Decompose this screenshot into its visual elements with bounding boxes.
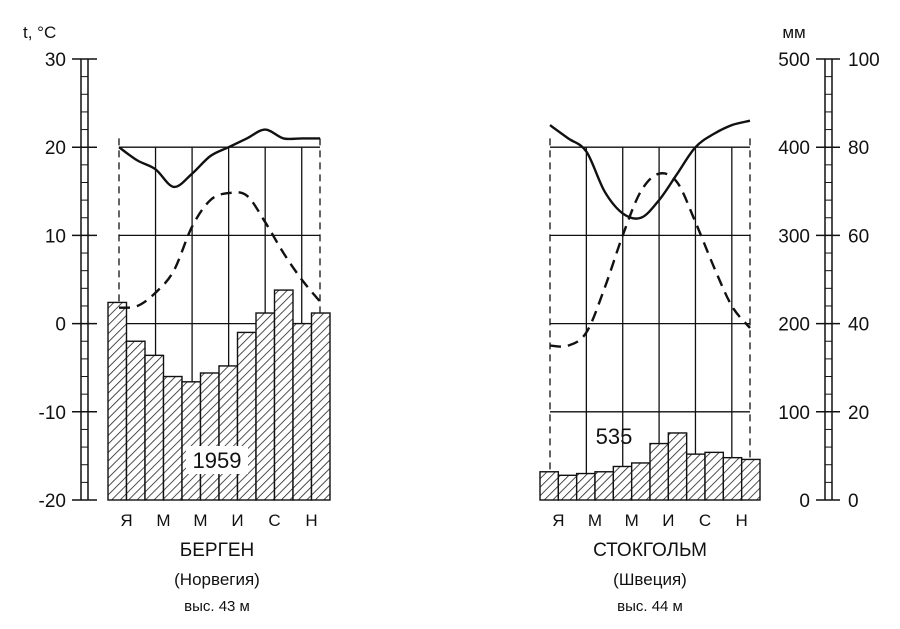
right-axis-mm-label: 100: [778, 403, 810, 424]
station-1-precip-bar: [539, 471, 560, 501]
station-1-country: (Швеция): [613, 570, 687, 589]
station-1-annual-total: 535: [596, 424, 633, 449]
station-1-city: СТОКГОЛЬМ: [593, 540, 707, 561]
station-1-month-label: М: [625, 511, 639, 530]
right-axis-mm-label: 300: [778, 226, 810, 247]
left-axis-tick-label: 0: [55, 315, 66, 336]
right-axis-pct-label: 40: [848, 315, 869, 336]
right-axis-mm-label: 0: [799, 491, 810, 512]
station-0-precip-bar: [236, 331, 257, 501]
station-0-precip-bar: [310, 312, 331, 501]
right-axis-pct-label: 100: [848, 50, 880, 71]
station-0-precip-bar: [181, 381, 202, 501]
right-axis-pct-label: 80: [848, 138, 869, 159]
station-0-humidity-line: [118, 128, 320, 189]
right-axis-mm-unit: мм: [782, 23, 805, 42]
station-1-month-label: Я: [552, 511, 564, 530]
station-0-precip-bar: [162, 375, 183, 501]
right-axis-mm-label: 200: [778, 315, 810, 336]
station-0-precip-bar: [107, 301, 128, 501]
station-0-precip-bar: [273, 289, 294, 501]
left-axis-tick-label: -20: [39, 491, 66, 512]
station-0-precip-bar: [125, 340, 146, 501]
station-1-month-label: М: [588, 511, 602, 530]
station-0-month-label: М: [156, 511, 170, 530]
station-1-precip-bar: [594, 471, 615, 501]
station-0-country: (Норвегия): [174, 570, 260, 589]
station-0-precip-bar: [218, 365, 239, 501]
station-1-precip-bar: [704, 451, 725, 501]
station-1-precip-bar: [575, 472, 596, 501]
station-0-month-label: Я: [120, 511, 132, 530]
left-axis-tick-label: -10: [39, 403, 66, 424]
station-0-precip-bar: [255, 312, 276, 501]
station-0-altitude: выс. 43 м: [184, 598, 250, 615]
station-0-annual-total: 1959: [193, 448, 242, 473]
station-0-city: БЕРГЕН: [180, 540, 255, 561]
station-0-month-label: И: [231, 511, 243, 530]
station-1-month-label: Н: [736, 511, 748, 530]
station-1-precip-bar: [630, 462, 651, 501]
station-0-month-label: Н: [305, 511, 317, 530]
station-0-total-bg: [186, 446, 248, 474]
left-axis-tick-label: 20: [45, 138, 66, 159]
station-0-month-label: М: [193, 511, 207, 530]
right-axis-mm-label: 400: [778, 138, 810, 159]
station-0-precip-bar: [199, 372, 220, 501]
station-1-precip-bar: [557, 474, 578, 501]
station-1-altitude: выс. 44 м: [617, 598, 683, 615]
station-1-precip-bar: [685, 453, 706, 501]
left-axis-tick-label: 10: [45, 226, 66, 247]
station-1-precip-bar: [722, 456, 743, 501]
station-1-temperature-line: [549, 172, 751, 348]
station-1-humidity-line: [549, 119, 751, 220]
station-0-month-label: С: [268, 511, 280, 530]
station-1-precip-bar: [740, 458, 761, 501]
station-0-temperature-line: [118, 191, 321, 309]
station-1-precip-bar: [612, 465, 633, 501]
left-axis-unit: t, °C: [23, 23, 56, 42]
station-1-month-label: С: [699, 511, 711, 530]
right-axis-pct-label: 0: [848, 491, 859, 512]
right-axis-mm-label: 500: [778, 50, 810, 71]
left-axis-tick-label: 30: [45, 50, 66, 71]
right-axis-pct-label: 20: [848, 403, 869, 424]
station-0-precip-bar: [144, 354, 165, 501]
station-1-month-label: И: [662, 511, 674, 530]
station-0-precip-bar: [292, 322, 313, 501]
station-1-precip-bar: [667, 432, 688, 501]
right-axis-pct-label: 60: [848, 226, 869, 247]
station-1-precip-bar: [649, 442, 670, 501]
